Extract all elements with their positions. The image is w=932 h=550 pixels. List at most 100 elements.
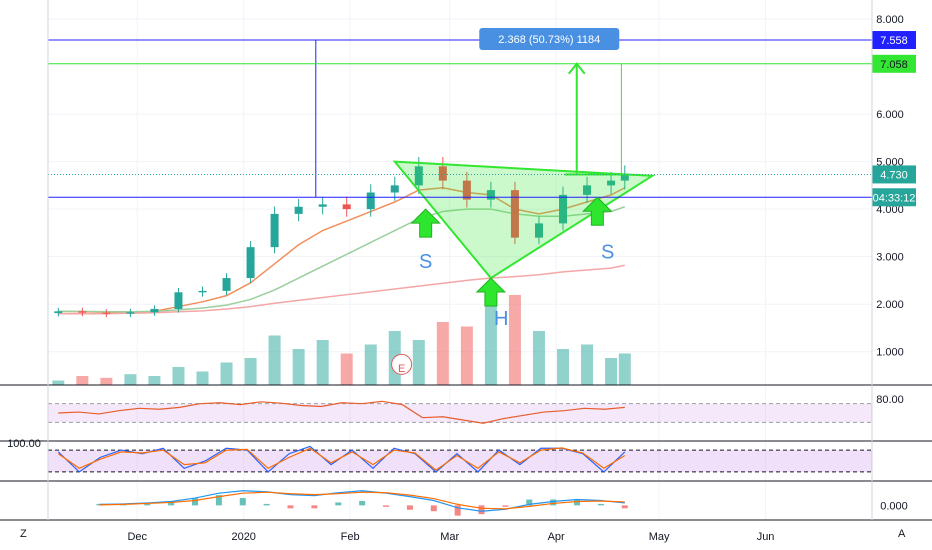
pane-bg-1 [0, 385, 932, 441]
macd-histogram-bar [550, 499, 557, 506]
macd-histogram-bar [526, 499, 533, 506]
macd-histogram-bar [597, 503, 604, 506]
macd-histogram-bar [478, 505, 485, 515]
candle-body [559, 194, 567, 224]
volume-bar [172, 367, 185, 385]
price-axis-label-bg [872, 188, 916, 207]
candle-body [270, 213, 279, 248]
candle-body [510, 190, 519, 238]
candle-body [438, 166, 447, 181]
pattern-annotation-label: E [398, 363, 405, 375]
volume-bar [268, 335, 281, 385]
volume-bar [52, 380, 65, 385]
macd-histogram-bar [168, 502, 175, 506]
macd-line [99, 490, 625, 512]
candle-body [150, 308, 159, 313]
macd-histogram-bar [239, 498, 246, 506]
measure-label: 2.368 (50.73%) 1184 [498, 34, 600, 46]
x-tick-label: Feb [341, 531, 360, 543]
macd-line [99, 491, 625, 510]
candle-body [462, 180, 471, 200]
macd-histogram-bar [192, 498, 199, 506]
macd-histogram-bar [287, 505, 294, 509]
volume-bar [244, 358, 257, 385]
volume-bar [557, 349, 569, 385]
candle-body [126, 312, 135, 314]
x-tick-label: 2020 [231, 531, 255, 543]
rsi-line [58, 400, 625, 424]
candle-body [366, 192, 375, 210]
candle-body [222, 278, 231, 291]
volume-bar [605, 358, 618, 385]
macd-histogram-bar [406, 505, 413, 510]
macd-tick-label: 0.000 [880, 500, 908, 512]
volume-bar [340, 353, 353, 385]
candle-body [534, 223, 543, 238]
candle-body [54, 311, 63, 314]
macd-histogram-bar [215, 495, 222, 506]
volume-bar [124, 374, 137, 385]
stoch-line [57, 447, 626, 471]
macd-histogram-bar [311, 505, 318, 509]
candle-body [174, 292, 183, 309]
volume-bar [364, 344, 377, 385]
macd-histogram-bar [621, 505, 628, 509]
x-tick-label: May [649, 531, 670, 543]
pattern-annotation-label: H [494, 308, 508, 330]
y-tick-label: 1.000 [876, 347, 904, 359]
volume-bar [581, 344, 594, 385]
volume-bar [532, 331, 545, 385]
rsi-tick-label: 80.00 [876, 394, 904, 406]
candle-body [246, 247, 255, 279]
macd-histogram-bar [454, 505, 461, 516]
macd-histogram-bar [359, 500, 366, 506]
toolbar-right-label[interactable]: A [898, 528, 906, 540]
macd-histogram-bar [144, 503, 151, 506]
volume-bar [76, 376, 89, 385]
measure-label-box [479, 28, 620, 51]
candle-body [390, 185, 399, 193]
candle-body [342, 204, 351, 210]
pattern-triangle [392, 160, 656, 280]
head-arrow [475, 277, 507, 307]
volume-bar [508, 295, 521, 385]
x-tick-label: Mar [440, 531, 459, 543]
pattern-annotation-label: S [419, 251, 432, 273]
candle-body [318, 204, 327, 207]
y-tick-label: 3.000 [876, 252, 904, 264]
x-tick-label: Jun [757, 531, 775, 543]
volume-bar [436, 322, 449, 385]
candle-body [583, 185, 592, 195]
y-tick-label: 2.000 [876, 299, 904, 311]
volume-bar [618, 353, 631, 385]
macd-histogram-bar [502, 505, 509, 507]
candle-body [620, 174, 629, 181]
volume-bar [196, 371, 209, 385]
price-axis-label: 7.558 [880, 35, 908, 47]
macd-histogram-bar [335, 502, 342, 506]
stoch-tick-label: 100.00 [7, 438, 41, 450]
y-tick-label: 8.000 [876, 14, 904, 26]
candle-body [102, 312, 111, 314]
right-shoulder-arrow [582, 196, 613, 226]
volume-bar [220, 362, 233, 385]
volume-bar [292, 349, 305, 385]
price-axis-label: 04:33:12 [873, 192, 916, 204]
pane-bg-3 [0, 481, 932, 520]
x-tick-label: Dec [127, 531, 147, 543]
x-tick-label: Apr [548, 531, 565, 543]
candle-body [294, 206, 303, 214]
candle-body [78, 311, 87, 313]
volume-bar [484, 304, 497, 385]
rsi-band [48, 403, 872, 423]
stoch-band [48, 450, 872, 472]
y-tick-label: 6.000 [876, 109, 904, 121]
price-axis-label-bg [872, 54, 916, 73]
candle-body [198, 290, 207, 293]
price-axis-label-bg [872, 165, 916, 184]
price-axis-label-bg [872, 31, 916, 50]
earnings-marker [391, 353, 413, 375]
macd-histogram-bar [574, 499, 581, 506]
toolbar-left-label[interactable]: Z [20, 528, 27, 540]
